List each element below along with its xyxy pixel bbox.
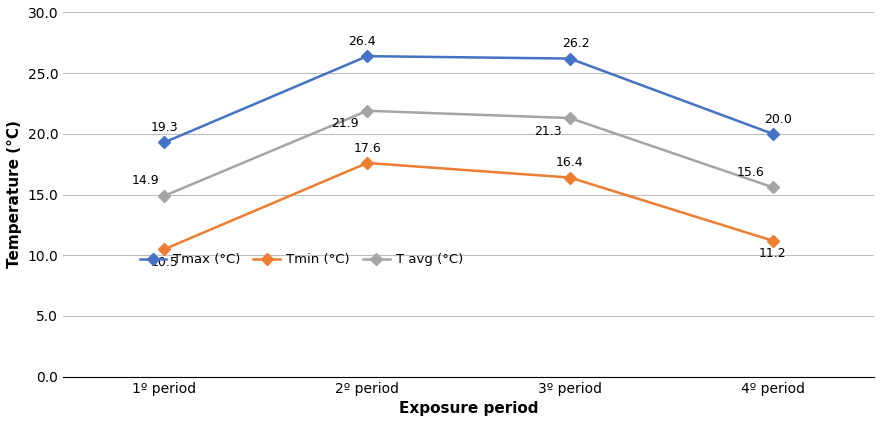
Tmin (°C) [362, 160, 373, 165]
Line: Tmin (°C): Tmin (°C) [160, 159, 777, 253]
Text: 10.5: 10.5 [151, 255, 179, 269]
Text: 15.6: 15.6 [737, 166, 765, 179]
Tmax (°C) [565, 56, 575, 61]
Tmin (°C) [565, 175, 575, 180]
Text: 19.3: 19.3 [151, 121, 178, 134]
Line: T avg (°C): T avg (°C) [160, 107, 777, 200]
Tmin (°C) [159, 247, 170, 252]
Text: 11.2: 11.2 [759, 247, 787, 260]
Text: 20.0: 20.0 [765, 113, 792, 126]
Text: 21.3: 21.3 [534, 124, 561, 137]
Tmax (°C) [362, 54, 373, 59]
Text: 21.9: 21.9 [331, 117, 359, 130]
Line: Tmax (°C): Tmax (°C) [160, 52, 777, 146]
Text: 16.4: 16.4 [556, 156, 584, 169]
Tmax (°C) [767, 131, 778, 136]
X-axis label: Exposure period: Exposure period [399, 401, 538, 416]
Text: 26.2: 26.2 [562, 37, 589, 50]
Y-axis label: Temperature (°C): Temperature (°C) [7, 121, 22, 269]
T avg (°C) [565, 115, 575, 121]
Tmin (°C) [767, 238, 778, 243]
Text: 26.4: 26.4 [348, 35, 375, 48]
T avg (°C) [159, 193, 170, 198]
Legend: Tmax (°C), Tmin (°C), T avg (°C): Tmax (°C), Tmin (°C), T avg (°C) [135, 248, 469, 272]
Tmax (°C) [159, 140, 170, 145]
T avg (°C) [767, 185, 778, 190]
Text: 17.6: 17.6 [353, 142, 381, 155]
Text: 14.9: 14.9 [131, 174, 159, 187]
T avg (°C) [362, 108, 373, 113]
